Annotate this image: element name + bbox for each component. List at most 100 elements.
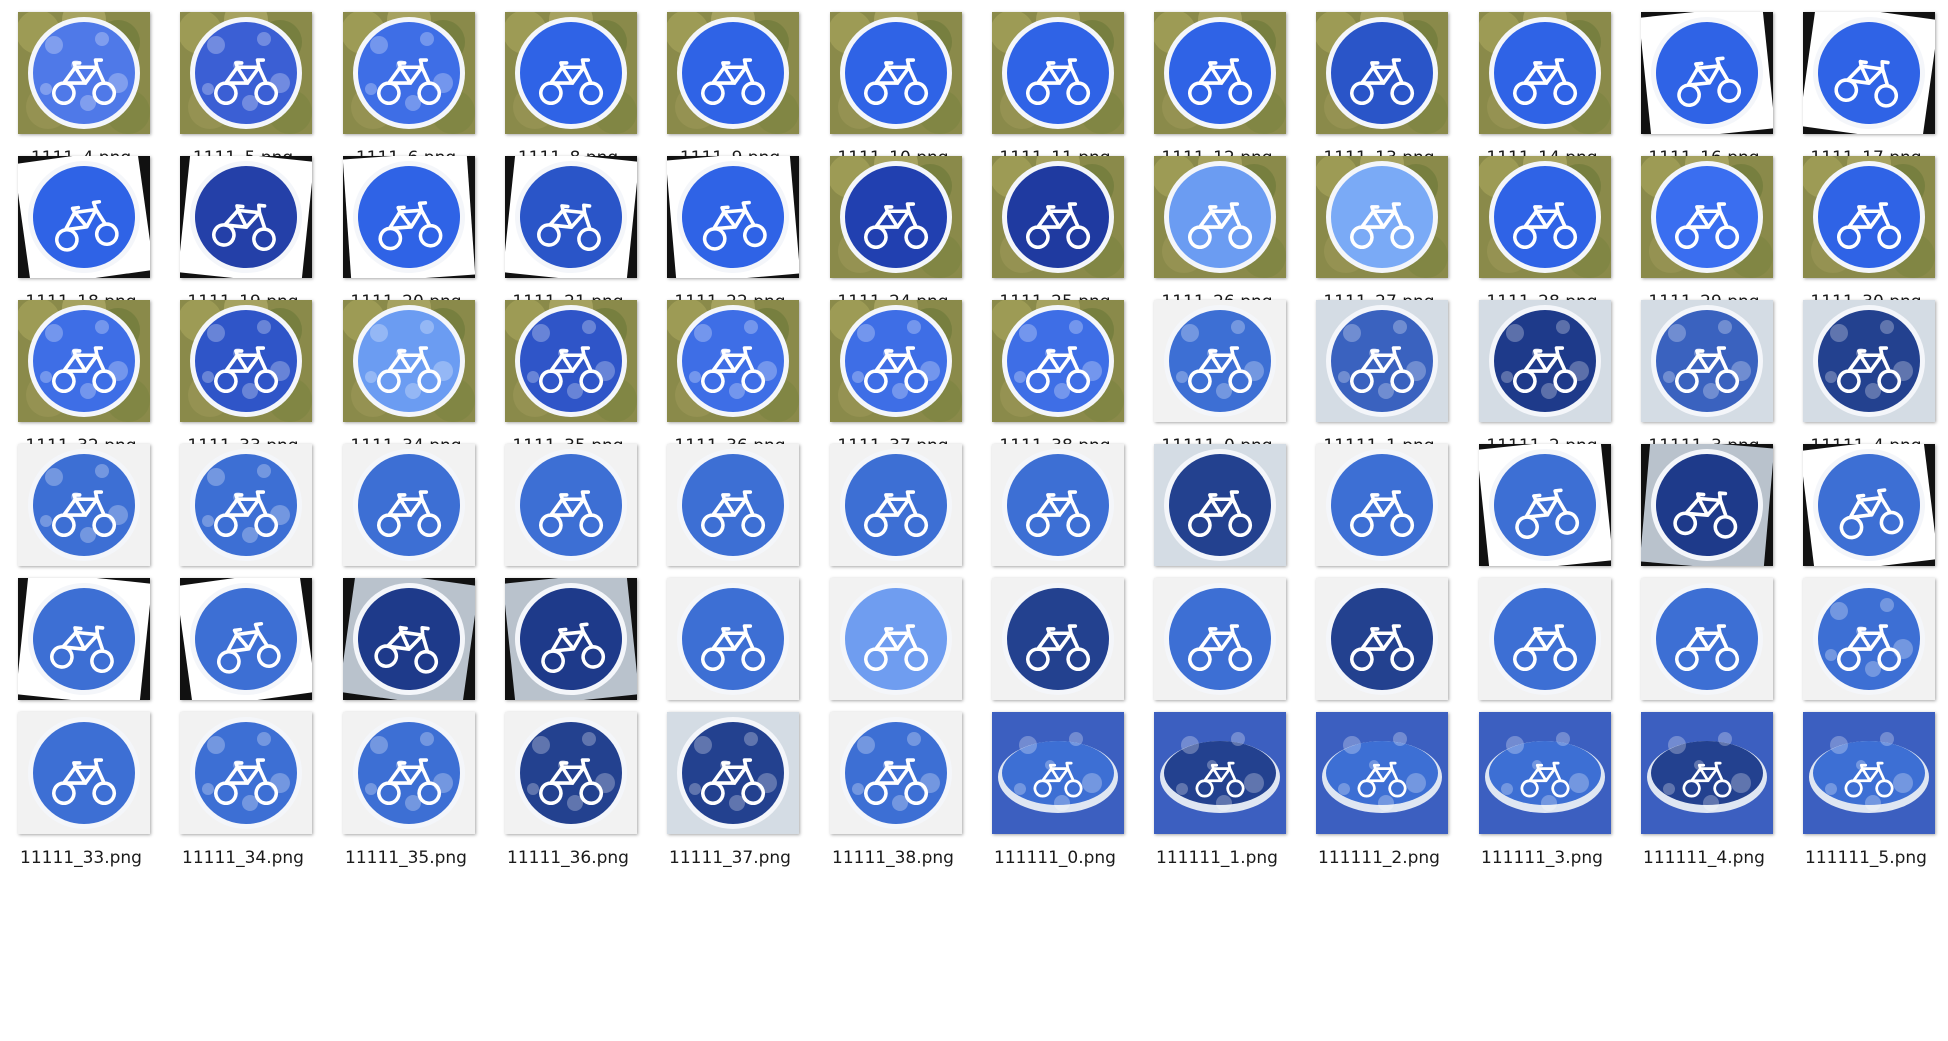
file-thumbnail[interactable]: [1803, 578, 1935, 700]
file-thumbnail[interactable]: [992, 300, 1124, 422]
file-item[interactable]: 11111_24.png: [649, 566, 811, 744]
file-thumbnail[interactable]: [1803, 12, 1935, 134]
file-thumbnail[interactable]: [667, 578, 799, 700]
file-item[interactable]: 1111_37.png: [812, 288, 974, 466]
file-thumbnail[interactable]: [992, 712, 1124, 834]
file-item[interactable]: 11111_5.png: [0, 432, 162, 610]
file-item[interactable]: 1111_14.png: [1461, 0, 1623, 178]
file-thumbnail[interactable]: [1641, 300, 1773, 422]
file-item[interactable]: 1111_6.png: [325, 0, 487, 178]
file-thumbnail[interactable]: [18, 300, 150, 422]
file-item[interactable]: 1111_17.png: [1785, 0, 1947, 178]
file-item[interactable]: 1111_13.png: [1298, 0, 1460, 178]
file-thumbnail[interactable]: [180, 444, 312, 566]
file-thumbnail[interactable]: [505, 300, 637, 422]
file-thumbnail[interactable]: [1803, 156, 1935, 278]
file-item[interactable]: 111111_3.png: [1461, 700, 1623, 878]
file-item[interactable]: 111111_1.png: [1136, 700, 1298, 878]
file-thumbnail[interactable]: [180, 578, 312, 700]
file-thumbnail[interactable]: [1641, 444, 1773, 566]
file-item[interactable]: 11111_14.png: [1298, 432, 1460, 610]
file-thumbnail[interactable]: [830, 12, 962, 134]
file-thumbnail[interactable]: [667, 712, 799, 834]
file-thumbnail[interactable]: [18, 444, 150, 566]
file-thumbnail[interactable]: [180, 156, 312, 278]
file-item[interactable]: 1111_38.png: [974, 288, 1136, 466]
file-item[interactable]: 11111_32.png: [1785, 566, 1947, 744]
file-item[interactable]: 1111_36.png: [649, 288, 811, 466]
file-item[interactable]: 111111_2.png: [1298, 700, 1460, 878]
file-thumbnail[interactable]: [1803, 712, 1935, 834]
file-thumbnail[interactable]: [1479, 300, 1611, 422]
file-item[interactable]: 1111_24.png: [812, 144, 974, 322]
file-item[interactable]: 11111_19.png: [0, 566, 162, 744]
file-thumbnail[interactable]: [1316, 578, 1448, 700]
file-thumbnail[interactable]: [505, 712, 637, 834]
file-thumbnail[interactable]: [1316, 712, 1448, 834]
file-item[interactable]: 1111_19.png: [162, 144, 324, 322]
file-item[interactable]: 1111_20.png: [325, 144, 487, 322]
file-item[interactable]: 11111_9.png: [487, 432, 649, 610]
file-thumbnail[interactable]: [992, 444, 1124, 566]
file-thumbnail[interactable]: [1641, 156, 1773, 278]
file-thumbnail[interactable]: [505, 156, 637, 278]
file-item[interactable]: 1111_18.png: [0, 144, 162, 322]
file-thumbnail[interactable]: [18, 578, 150, 700]
file-thumbnail[interactable]: [992, 156, 1124, 278]
file-item[interactable]: 1111_32.png: [0, 288, 162, 466]
file-thumbnail[interactable]: [1479, 156, 1611, 278]
file-item[interactable]: 1111_35.png: [487, 288, 649, 466]
file-thumbnail[interactable]: [1641, 578, 1773, 700]
file-thumbnail[interactable]: [1803, 444, 1935, 566]
file-thumbnail[interactable]: [180, 712, 312, 834]
file-thumbnail[interactable]: [1316, 12, 1448, 134]
file-thumbnail[interactable]: [830, 578, 962, 700]
file-thumbnail[interactable]: [992, 578, 1124, 700]
file-thumbnail[interactable]: [1641, 12, 1773, 134]
file-thumbnail[interactable]: [1479, 712, 1611, 834]
file-item[interactable]: 1111_5.png: [162, 0, 324, 178]
file-item[interactable]: 11111_2.png: [1461, 288, 1623, 466]
file-thumbnail[interactable]: [18, 712, 150, 834]
file-item[interactable]: 111111_4.png: [1623, 700, 1785, 878]
file-thumbnail[interactable]: [180, 12, 312, 134]
file-thumbnail[interactable]: [1154, 578, 1286, 700]
file-thumbnail[interactable]: [1479, 444, 1611, 566]
file-thumbnail[interactable]: [1154, 712, 1286, 834]
file-thumbnail[interactable]: [667, 444, 799, 566]
file-thumbnail[interactable]: [18, 12, 150, 134]
file-thumbnail[interactable]: [1479, 578, 1611, 700]
file-thumbnail[interactable]: [1316, 300, 1448, 422]
file-item[interactable]: 1111_8.png: [487, 0, 649, 178]
file-thumbnail[interactable]: [667, 156, 799, 278]
file-item[interactable]: 11111_37.png: [649, 700, 811, 878]
file-item[interactable]: 1111_26.png: [1136, 144, 1298, 322]
file-thumbnail[interactable]: [1641, 712, 1773, 834]
file-item[interactable]: 11111_38.png: [812, 700, 974, 878]
file-thumbnail[interactable]: [18, 156, 150, 278]
file-item[interactable]: 1111_16.png: [1623, 0, 1785, 178]
file-thumbnail[interactable]: [1154, 444, 1286, 566]
file-item[interactable]: 11111_21.png: [325, 566, 487, 744]
file-item[interactable]: 111111_0.png: [974, 700, 1136, 878]
file-thumbnail[interactable]: [505, 578, 637, 700]
file-thumbnail[interactable]: [830, 444, 962, 566]
file-thumbnail[interactable]: [830, 712, 962, 834]
file-item[interactable]: 1111_12.png: [1136, 0, 1298, 178]
file-thumbnail[interactable]: [343, 156, 475, 278]
file-thumbnail[interactable]: [343, 300, 475, 422]
file-thumbnail[interactable]: [830, 156, 962, 278]
file-thumbnail[interactable]: [667, 12, 799, 134]
file-thumbnail[interactable]: [343, 12, 475, 134]
file-thumbnail[interactable]: [1316, 444, 1448, 566]
file-thumbnail[interactable]: [343, 578, 475, 700]
file-item[interactable]: 11111_35.png: [325, 700, 487, 878]
file-item[interactable]: 11111_34.png: [162, 700, 324, 878]
file-item[interactable]: 1111_34.png: [325, 288, 487, 466]
file-item[interactable]: 111111_5.png: [1785, 700, 1947, 878]
file-thumbnail[interactable]: [1316, 156, 1448, 278]
file-thumbnail[interactable]: [1154, 12, 1286, 134]
file-thumbnail[interactable]: [505, 444, 637, 566]
file-thumbnail[interactable]: [343, 712, 475, 834]
file-thumbnail[interactable]: [1154, 156, 1286, 278]
